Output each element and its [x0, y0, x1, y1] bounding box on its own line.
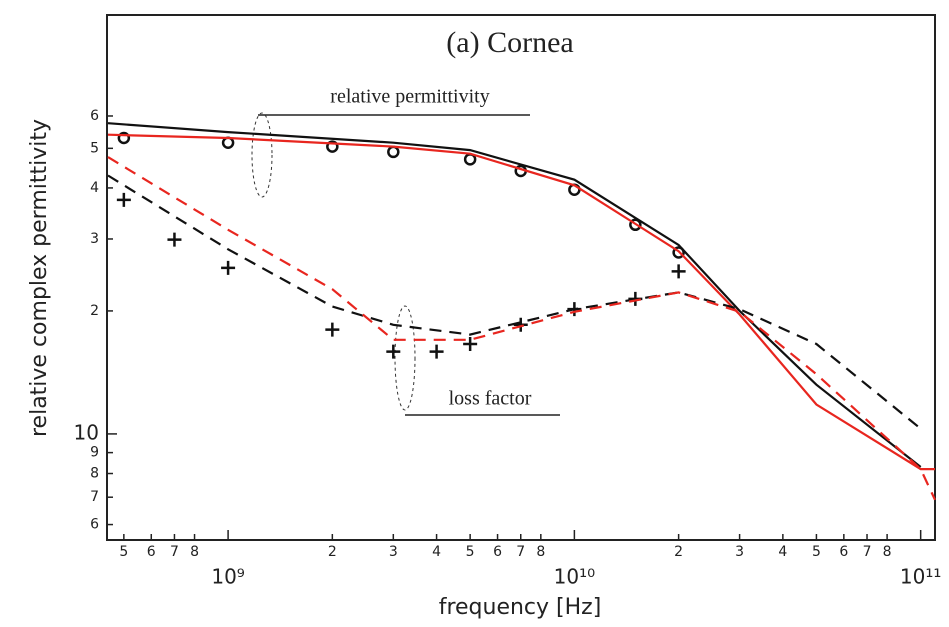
series-line — [107, 156, 936, 501]
x-tick-label: 7 — [170, 544, 179, 560]
data-point — [387, 145, 400, 159]
data-point — [463, 336, 478, 351]
x-tick-label: 10¹¹ — [900, 565, 941, 589]
y-tick-label: 7 — [90, 489, 99, 505]
data-point — [513, 317, 528, 332]
annotation: relative permittivity — [330, 86, 489, 108]
x-tick-label: 6 — [839, 544, 848, 560]
data-point — [672, 246, 685, 259]
data-point — [221, 260, 236, 275]
chart-title: (a) Cornea — [446, 26, 573, 59]
x-tick-label: 10⁹ — [211, 565, 244, 589]
y-axis-label: relative complex permittivity — [27, 119, 52, 437]
series-line — [107, 133, 935, 471]
x-tick-label: 7 — [516, 544, 525, 560]
data-point — [116, 192, 131, 207]
y-tick-label: 3 — [90, 231, 99, 247]
data-point — [429, 344, 444, 359]
x-tick-label: 8 — [190, 544, 199, 560]
data-point — [325, 322, 340, 337]
data-point — [629, 218, 642, 232]
series-line — [107, 122, 922, 468]
y-tick-label: 4 — [90, 180, 99, 196]
y-tick-label: 9 — [90, 445, 99, 461]
x-tick-label: 6 — [147, 544, 156, 560]
x-tick-label: 4 — [778, 544, 787, 560]
plot-frame — [106, 14, 936, 541]
y-tick-label: 6 — [90, 108, 99, 124]
x-axis-label: frequency [Hz] — [439, 595, 602, 620]
data-point — [671, 264, 686, 279]
x-tick-label: 5 — [812, 544, 821, 560]
x-tick-label: 5 — [466, 544, 475, 560]
x-tick-label: 3 — [735, 544, 744, 560]
x-tick-label: 8 — [536, 544, 545, 560]
annotation: loss factor — [449, 388, 532, 410]
x-tick-label: 8 — [883, 544, 892, 560]
y-tick-label: 2 — [90, 303, 99, 319]
x-tick-label: 4 — [432, 544, 441, 560]
y-tick-label: 10 — [74, 420, 99, 444]
series-line — [107, 174, 922, 430]
plot-area — [107, 122, 936, 501]
x-tick-label: 2 — [674, 544, 683, 560]
data-point — [117, 131, 131, 145]
annotation-ellipse — [251, 112, 273, 198]
annotation-ellipse — [394, 305, 416, 411]
data-point — [386, 344, 401, 359]
x-tick-label: 5 — [119, 544, 128, 560]
x-tick-label: 10¹⁰ — [554, 565, 595, 589]
y-tick-label: 5 — [90, 140, 99, 156]
data-point — [167, 232, 182, 247]
x-tick-label: 3 — [389, 544, 398, 560]
x-tick-label: 7 — [863, 544, 872, 560]
x-tick-label: 2 — [328, 544, 337, 560]
y-tick-label: 6 — [90, 517, 99, 533]
x-tick-label: 6 — [493, 544, 502, 560]
data-point — [326, 140, 339, 153]
y-tick-label: 8 — [90, 466, 99, 482]
